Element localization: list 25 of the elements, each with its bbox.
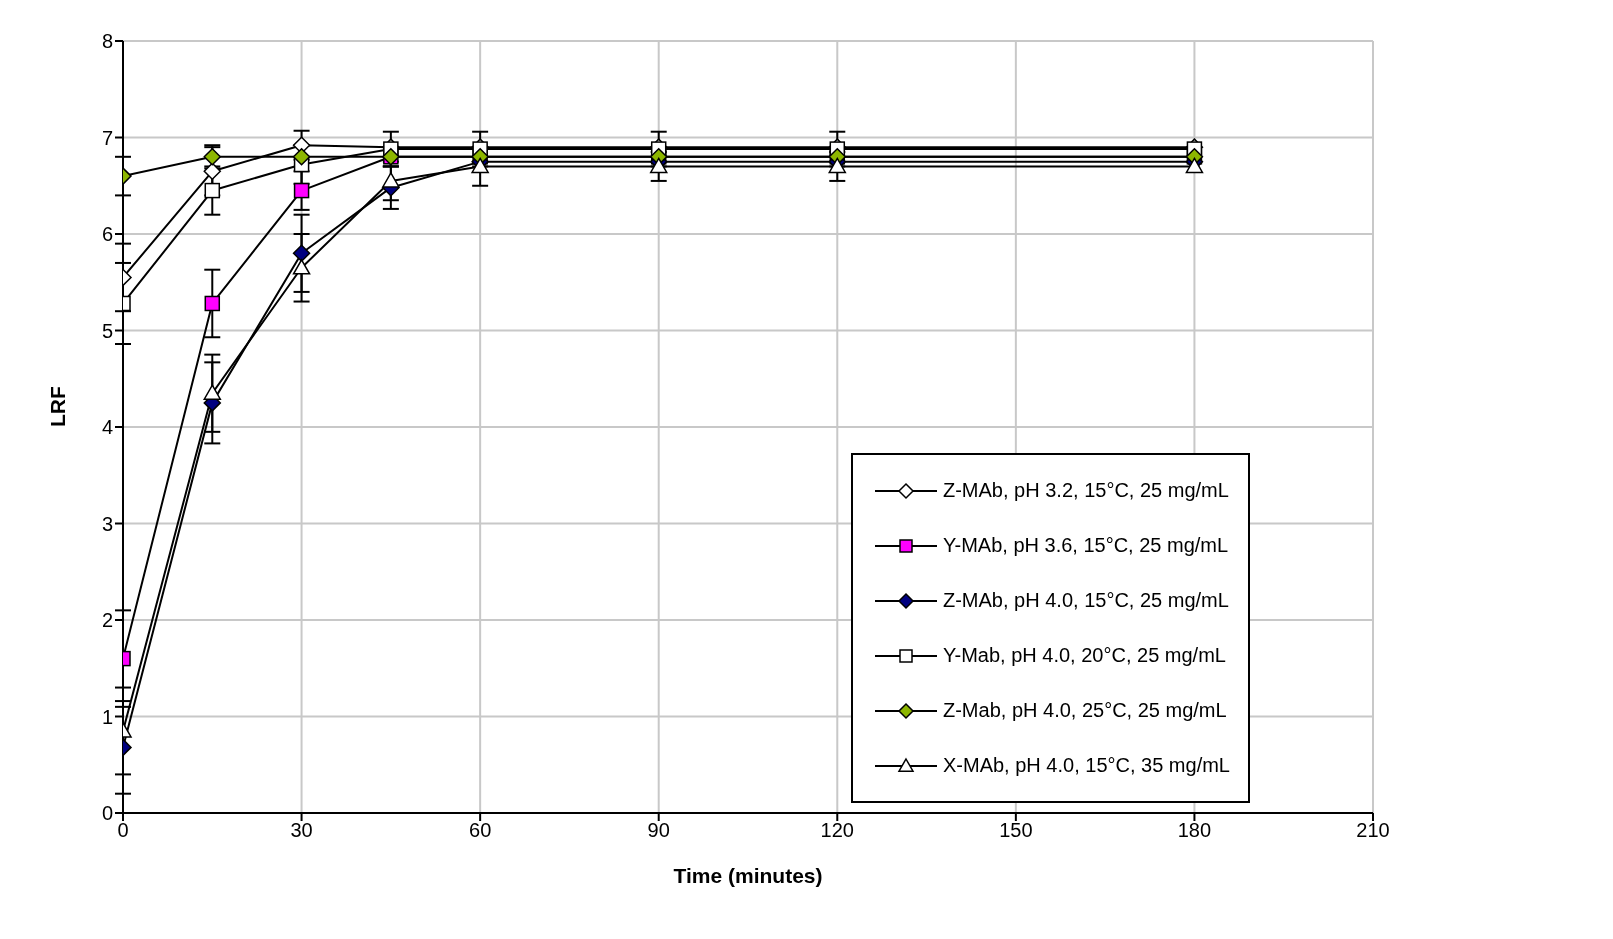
x-axis-title: Time (minutes) — [673, 864, 823, 887]
x-tick-label: 30 — [290, 819, 313, 842]
legend-label: Z-Mab, pH 4.0, 25°C, 25 mg/mL — [942, 699, 1227, 722]
legend-label: Z-MAb, pH 3.2, 15°C, 25 mg/mL — [942, 479, 1229, 502]
x-tick-label: 90 — [647, 819, 670, 842]
legend-label: Y-Mab, pH 4.0, 20°C, 25 mg/mL — [942, 644, 1226, 667]
y-axis-title: LRF — [46, 386, 70, 427]
y-tick-label: 2 — [101, 609, 113, 632]
y-tick-label: 0 — [101, 802, 113, 825]
x-tick-label: 60 — [469, 819, 492, 842]
x-tick-label: 120 — [820, 819, 854, 842]
y-tick-label: 4 — [101, 416, 113, 439]
legend-label: Y-MAb, pH 3.6, 15°C, 25 mg/mL — [942, 534, 1229, 557]
y-tick-label: 5 — [101, 319, 113, 342]
y-tick-label: 7 — [101, 126, 113, 149]
x-tick-label: 150 — [999, 819, 1033, 842]
y-tick-label: 8 — [101, 30, 113, 53]
x-tick-label: 210 — [1356, 819, 1390, 842]
y-tick-label: 6 — [101, 223, 113, 246]
x-tick-label: 180 — [1177, 819, 1212, 842]
x-tick-label: 0 — [117, 819, 129, 842]
legend-label: X-MAb, pH 4.0, 15°C, 35 mg/mL — [942, 754, 1230, 777]
legend-label: Z-MAb, pH 4.0, 15°C, 25 mg/mL — [942, 589, 1229, 612]
y-tick-label: 1 — [101, 705, 113, 728]
y-tick-label: 3 — [101, 512, 113, 535]
